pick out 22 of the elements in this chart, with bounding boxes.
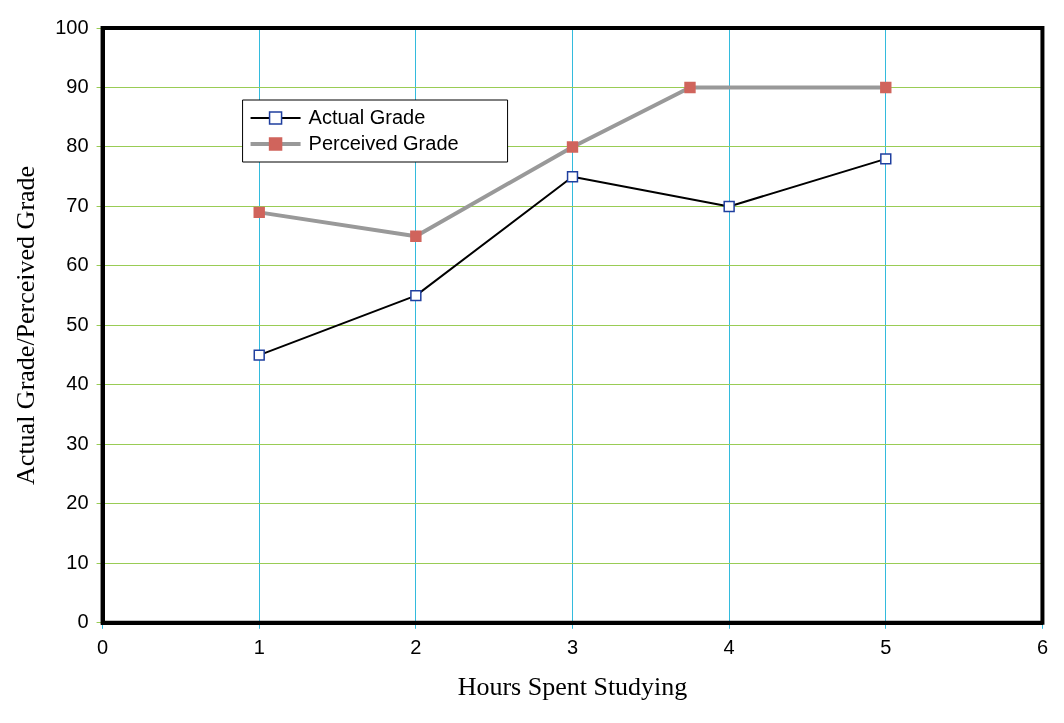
x-tick-label: 1 (253, 636, 265, 659)
y-tick-label: 30 (66, 431, 89, 454)
y-tick-label: 100 (55, 15, 89, 38)
x-tick-label: 4 (723, 636, 735, 659)
y-tick-label: 40 (66, 372, 89, 395)
x-axis-title: Hours Spent Studying (457, 672, 688, 702)
y-tick-label: 90 (66, 75, 89, 97)
x-tick-label: 3 (566, 636, 579, 659)
x-tick-label: 2 (410, 636, 422, 659)
x-tick-label: 6 (1036, 636, 1048, 659)
y-tick-label: 0 (77, 610, 89, 633)
y-tick-label: 70 (66, 193, 89, 216)
y-tick-label: 50 (66, 312, 89, 335)
y-tick-label: 60 (66, 253, 89, 276)
y-tick-label: 20 (66, 491, 89, 514)
x-tick-label: 5 (880, 636, 892, 659)
y-tick-label: 10 (66, 550, 89, 573)
legend-label: Actual Grade (308, 105, 426, 128)
x-tick-label: 0 (97, 636, 109, 659)
y-tick-label: 80 (66, 134, 89, 157)
y-axis-title: Actual Grade/Perceived Grade (11, 165, 41, 485)
legend-label: Perceived Grade (308, 131, 459, 154)
